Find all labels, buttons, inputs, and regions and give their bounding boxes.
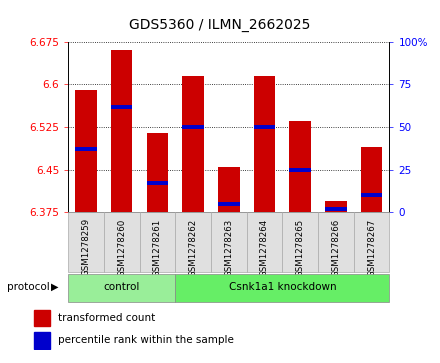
Bar: [325, 201, 347, 212]
Bar: [147, 133, 168, 212]
Text: GDS5360 / ILMN_2662025: GDS5360 / ILMN_2662025: [129, 18, 311, 32]
Text: percentile rank within the sample: percentile rank within the sample: [58, 335, 234, 345]
Bar: [75, 147, 97, 151]
Bar: [290, 121, 311, 212]
Text: GSM1278263: GSM1278263: [224, 219, 233, 277]
Text: GSM1278266: GSM1278266: [331, 219, 341, 277]
Bar: [318, 212, 354, 272]
Text: GSM1278267: GSM1278267: [367, 219, 376, 277]
Bar: [111, 105, 132, 109]
Bar: [218, 202, 239, 206]
Bar: [147, 182, 168, 185]
Bar: [34, 332, 50, 348]
Text: GSM1278261: GSM1278261: [153, 219, 162, 277]
Bar: [104, 212, 139, 272]
Bar: [254, 76, 275, 212]
Bar: [183, 125, 204, 129]
Bar: [68, 274, 175, 302]
Bar: [282, 212, 318, 272]
Text: protocol: protocol: [7, 282, 49, 292]
Bar: [361, 147, 382, 212]
Bar: [111, 50, 132, 212]
Bar: [68, 212, 104, 272]
Bar: [325, 207, 347, 211]
Bar: [354, 212, 389, 272]
Bar: [139, 212, 175, 272]
Text: control: control: [103, 282, 140, 292]
Text: ▶: ▶: [51, 282, 58, 292]
Bar: [34, 310, 50, 326]
Text: GSM1278260: GSM1278260: [117, 219, 126, 277]
Bar: [183, 76, 204, 212]
Bar: [175, 212, 211, 272]
Text: GSM1278262: GSM1278262: [189, 219, 198, 277]
Text: GSM1278265: GSM1278265: [296, 219, 304, 277]
Bar: [361, 193, 382, 197]
Bar: [175, 274, 389, 302]
Text: GSM1278264: GSM1278264: [260, 219, 269, 277]
Bar: [254, 125, 275, 129]
Bar: [290, 168, 311, 172]
Text: Csnk1a1 knockdown: Csnk1a1 knockdown: [228, 282, 336, 292]
Text: GSM1278259: GSM1278259: [81, 219, 91, 277]
Text: transformed count: transformed count: [58, 313, 155, 323]
Bar: [75, 90, 97, 212]
Bar: [218, 167, 239, 212]
Bar: [211, 212, 247, 272]
Bar: [247, 212, 282, 272]
